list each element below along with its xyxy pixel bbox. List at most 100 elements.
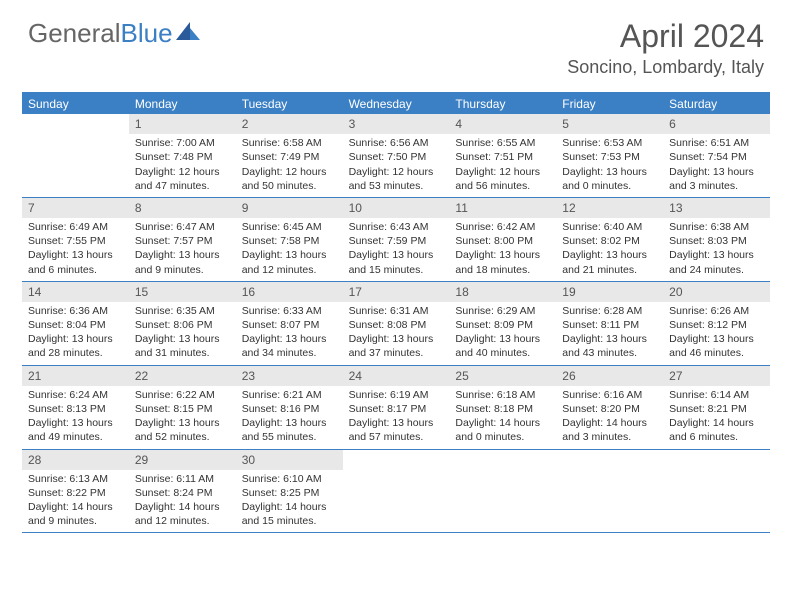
day-header: Tuesday [236, 94, 343, 114]
sunrise-text: Sunrise: 6:22 AM [135, 388, 230, 402]
day-body: Sunrise: 6:36 AMSunset: 8:04 PMDaylight:… [22, 302, 129, 365]
day-number: 4 [449, 114, 556, 134]
logo-text-1: General [28, 18, 121, 49]
day-number: 25 [449, 366, 556, 386]
day-cell: 29Sunrise: 6:11 AMSunset: 8:24 PMDayligh… [129, 450, 236, 533]
day-cell: 10Sunrise: 6:43 AMSunset: 7:59 PMDayligh… [343, 198, 450, 281]
sunrise-text: Sunrise: 6:33 AM [242, 304, 337, 318]
sunset-text: Sunset: 7:59 PM [349, 234, 444, 248]
day-body: Sunrise: 6:11 AMSunset: 8:24 PMDaylight:… [129, 470, 236, 533]
sunrise-text: Sunrise: 6:55 AM [455, 136, 550, 150]
title-block: April 2024 Soncino, Lombardy, Italy [567, 18, 764, 78]
daylight-text: Daylight: 13 hours and 21 minutes. [562, 248, 657, 276]
sunset-text: Sunset: 8:08 PM [349, 318, 444, 332]
weeks-container: 1Sunrise: 7:00 AMSunset: 7:48 PMDaylight… [22, 114, 770, 533]
day-number: 13 [663, 198, 770, 218]
daylight-text: Daylight: 12 hours and 56 minutes. [455, 165, 550, 193]
week-row: 28Sunrise: 6:13 AMSunset: 8:22 PMDayligh… [22, 450, 770, 534]
sunrise-text: Sunrise: 6:58 AM [242, 136, 337, 150]
sunset-text: Sunset: 8:16 PM [242, 402, 337, 416]
sunrise-text: Sunrise: 6:38 AM [669, 220, 764, 234]
sunset-text: Sunset: 7:49 PM [242, 150, 337, 164]
sunrise-text: Sunrise: 6:36 AM [28, 304, 123, 318]
day-body: Sunrise: 6:33 AMSunset: 8:07 PMDaylight:… [236, 302, 343, 365]
calendar: SundayMondayTuesdayWednesdayThursdayFrid… [22, 92, 770, 533]
sunset-text: Sunset: 8:20 PM [562, 402, 657, 416]
day-number: 5 [556, 114, 663, 134]
sunset-text: Sunset: 8:25 PM [242, 486, 337, 500]
day-number: 23 [236, 366, 343, 386]
sunrise-text: Sunrise: 6:40 AM [562, 220, 657, 234]
day-body: Sunrise: 6:38 AMSunset: 8:03 PMDaylight:… [663, 218, 770, 281]
day-body: Sunrise: 6:14 AMSunset: 8:21 PMDaylight:… [663, 386, 770, 449]
week-row: 1Sunrise: 7:00 AMSunset: 7:48 PMDaylight… [22, 114, 770, 198]
sunrise-text: Sunrise: 6:19 AM [349, 388, 444, 402]
sunrise-text: Sunrise: 6:51 AM [669, 136, 764, 150]
day-cell: 25Sunrise: 6:18 AMSunset: 8:18 PMDayligh… [449, 366, 556, 449]
day-body: Sunrise: 6:29 AMSunset: 8:09 PMDaylight:… [449, 302, 556, 365]
day-number: 21 [22, 366, 129, 386]
day-body [663, 450, 770, 456]
day-number: 30 [236, 450, 343, 470]
day-cell [449, 450, 556, 533]
day-cell: 28Sunrise: 6:13 AMSunset: 8:22 PMDayligh… [22, 450, 129, 533]
daylight-text: Daylight: 13 hours and 57 minutes. [349, 416, 444, 444]
daylight-text: Daylight: 13 hours and 49 minutes. [28, 416, 123, 444]
daylight-text: Daylight: 14 hours and 12 minutes. [135, 500, 230, 528]
sunset-text: Sunset: 8:11 PM [562, 318, 657, 332]
day-body: Sunrise: 6:35 AMSunset: 8:06 PMDaylight:… [129, 302, 236, 365]
sunrise-text: Sunrise: 6:42 AM [455, 220, 550, 234]
day-cell [22, 114, 129, 197]
day-cell: 23Sunrise: 6:21 AMSunset: 8:16 PMDayligh… [236, 366, 343, 449]
daylight-text: Daylight: 13 hours and 37 minutes. [349, 332, 444, 360]
day-header: Friday [556, 94, 663, 114]
day-body [22, 114, 129, 120]
sunrise-text: Sunrise: 6:31 AM [349, 304, 444, 318]
sunrise-text: Sunrise: 6:56 AM [349, 136, 444, 150]
day-cell: 13Sunrise: 6:38 AMSunset: 8:03 PMDayligh… [663, 198, 770, 281]
sunrise-text: Sunrise: 6:14 AM [669, 388, 764, 402]
daylight-text: Daylight: 13 hours and 24 minutes. [669, 248, 764, 276]
daylight-text: Daylight: 14 hours and 6 minutes. [669, 416, 764, 444]
logo: GeneralBlue [28, 18, 202, 49]
day-cell: 24Sunrise: 6:19 AMSunset: 8:17 PMDayligh… [343, 366, 450, 449]
daylight-text: Daylight: 13 hours and 12 minutes. [242, 248, 337, 276]
daylight-text: Daylight: 12 hours and 53 minutes. [349, 165, 444, 193]
daylight-text: Daylight: 13 hours and 52 minutes. [135, 416, 230, 444]
location-text: Soncino, Lombardy, Italy [567, 57, 764, 78]
day-number: 18 [449, 282, 556, 302]
daylight-text: Daylight: 12 hours and 47 minutes. [135, 165, 230, 193]
day-cell: 21 Sunrise: 6:24 AMSunset: 8:13 PMDayligh… [22, 366, 129, 449]
header: GeneralBlue April 2024 Soncino, Lombardy… [0, 0, 792, 84]
day-number: 26 [556, 366, 663, 386]
sunset-text: Sunset: 8:03 PM [669, 234, 764, 248]
day-body: Sunrise: 6:31 AMSunset: 8:08 PMDaylight:… [343, 302, 450, 365]
day-cell: 16Sunrise: 6:33 AMSunset: 8:07 PMDayligh… [236, 282, 343, 365]
sunrise-text: Sunrise: 6:24 AM [28, 388, 123, 402]
daylight-text: Daylight: 12 hours and 50 minutes. [242, 165, 337, 193]
sunrise-text: Sunrise: 6:11 AM [135, 472, 230, 486]
day-body: Sunrise: 6:22 AMSunset: 8:15 PMDaylight:… [129, 386, 236, 449]
sunrise-text: Sunrise: 6:29 AM [455, 304, 550, 318]
day-body: Sunrise: 6:19 AMSunset: 8:17 PMDaylight:… [343, 386, 450, 449]
day-number: 3 [343, 114, 450, 134]
sunset-text: Sunset: 8:04 PM [28, 318, 123, 332]
daylight-text: Daylight: 13 hours and 34 minutes. [242, 332, 337, 360]
day-number: 24 [343, 366, 450, 386]
daylight-text: Daylight: 13 hours and 6 minutes. [28, 248, 123, 276]
day-number: 6 [663, 114, 770, 134]
day-cell: 11Sunrise: 6:42 AMSunset: 8:00 PMDayligh… [449, 198, 556, 281]
day-cell: 19Sunrise: 6:28 AMSunset: 8:11 PMDayligh… [556, 282, 663, 365]
daylight-text: Daylight: 14 hours and 0 minutes. [455, 416, 550, 444]
daylight-text: Daylight: 13 hours and 9 minutes. [135, 248, 230, 276]
day-cell [663, 450, 770, 533]
sunset-text: Sunset: 7:57 PM [135, 234, 230, 248]
day-cell: 18Sunrise: 6:29 AMSunset: 8:09 PMDayligh… [449, 282, 556, 365]
sunset-text: Sunset: 8:13 PM [28, 402, 123, 416]
day-cell: 27Sunrise: 6:14 AMSunset: 8:21 PMDayligh… [663, 366, 770, 449]
day-number: 27 [663, 366, 770, 386]
day-number: 14 [22, 282, 129, 302]
week-row: 7Sunrise: 6:49 AMSunset: 7:55 PMDaylight… [22, 198, 770, 282]
day-number: 11 [449, 198, 556, 218]
day-cell: 5Sunrise: 6:53 AMSunset: 7:53 PMDaylight… [556, 114, 663, 197]
